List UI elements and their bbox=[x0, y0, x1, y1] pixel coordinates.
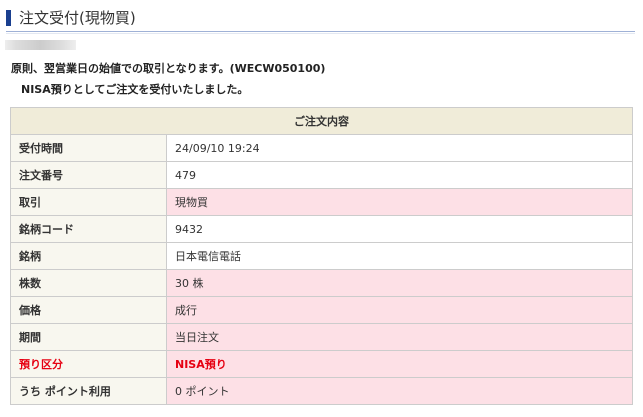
row-value: 日本電信電話 bbox=[166, 242, 633, 270]
page-title-text: 注文受付(現物買) bbox=[19, 9, 136, 27]
row-value: NISA預り bbox=[166, 350, 633, 378]
row-value: 0 ポイント bbox=[166, 377, 633, 405]
table-row: 株数 30 株 bbox=[10, 269, 633, 297]
row-value: 現物買 bbox=[166, 188, 633, 216]
page-title: 注文受付(現物買) bbox=[6, 7, 136, 28]
redacted-info bbox=[5, 40, 76, 50]
row-value: 成行 bbox=[166, 296, 633, 324]
row-value: 24/09/10 19:24 bbox=[166, 134, 633, 162]
row-label: 株数 bbox=[10, 269, 167, 297]
nisa-message: NISA預りとしてご注文を受付いたしました。 bbox=[21, 83, 249, 96]
row-value: 479 bbox=[166, 161, 633, 189]
row-label: 銘柄コード bbox=[10, 215, 167, 243]
table-row: 取引 現物買 bbox=[10, 188, 633, 216]
row-label: 預り区分 bbox=[10, 350, 167, 378]
row-value: 当日注文 bbox=[166, 323, 633, 351]
title-bar-icon bbox=[6, 9, 11, 26]
order-details-table: ご注文内容 受付時間 24/09/10 19:24 注文番号 479 取引 現物買 銘柄コー… bbox=[10, 107, 633, 405]
row-label: 取引 bbox=[10, 188, 167, 216]
table-row: 銘柄コード 9432 bbox=[10, 215, 633, 243]
row-label: うち ポイント利用 bbox=[10, 377, 167, 405]
title-divider bbox=[6, 31, 635, 34]
table-row: 受付時間 24/09/10 19:24 bbox=[10, 134, 633, 162]
row-label: 銘柄 bbox=[10, 242, 167, 270]
table-row: うち ポイント利用 0 ポイント bbox=[10, 377, 633, 405]
table-row: 銘柄 日本電信電話 bbox=[10, 242, 633, 270]
row-value: 30 株 bbox=[166, 269, 633, 297]
table-row: 期間 当日注文 bbox=[10, 323, 633, 351]
row-label: 期間 bbox=[10, 323, 167, 351]
table-row: 注文番号 479 bbox=[10, 161, 633, 189]
row-value: 9432 bbox=[166, 215, 633, 243]
table-row: 預り区分 NISA預り bbox=[10, 350, 633, 378]
table-header: ご注文内容 bbox=[10, 107, 633, 135]
row-label: 受付時間 bbox=[10, 134, 167, 162]
notice-message: 原則、翌営業日の始値での取引となります。(WECW050100) bbox=[11, 62, 326, 75]
row-label: 注文番号 bbox=[10, 161, 167, 189]
table-row: 価格 成行 bbox=[10, 296, 633, 324]
row-label: 価格 bbox=[10, 296, 167, 324]
